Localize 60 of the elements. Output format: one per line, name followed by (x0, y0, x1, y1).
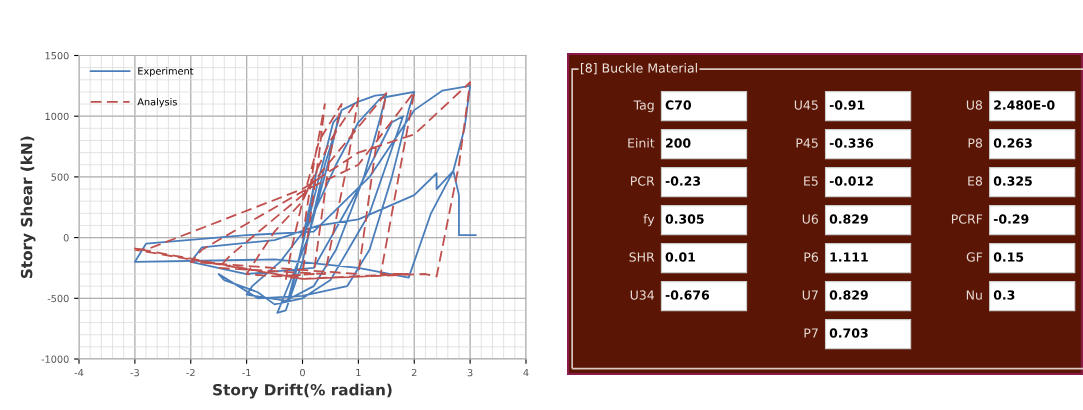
text: 0.263 (993, 138, 1032, 148)
text: 0.325 (993, 176, 1032, 186)
text: -0.91 (829, 100, 865, 110)
category-label: SHR (629, 252, 655, 262)
text: 0.3 (993, 290, 1015, 300)
text: 2.480E-0 (994, 100, 1055, 110)
text: -0.676 (665, 290, 710, 300)
x-tick-label: 3 (467, 368, 473, 377)
text: 0.305 (665, 214, 704, 224)
category-label: P7 (804, 328, 818, 338)
text: [8] Buckle Material (580, 63, 697, 75)
category-label: PCRF (951, 214, 983, 224)
category-label: fy (643, 214, 655, 227)
text: -0.29 (993, 214, 1029, 224)
y-tick-label: 500 (51, 173, 69, 181)
text: -0.336 (829, 138, 874, 148)
text: 200 (666, 138, 691, 148)
x-tick-label: -4 (74, 369, 84, 377)
text: C70 (665, 100, 692, 110)
y-tick-label: -500 (47, 294, 69, 303)
text: 0.01 (665, 252, 696, 262)
x-tick-label: -1 (242, 369, 251, 377)
x-tick-label: 2 (411, 368, 417, 377)
category-label: P6 (804, 252, 819, 262)
category-label: GF (966, 252, 983, 262)
category-label: P8 (968, 138, 983, 148)
text: 0.703 (829, 328, 868, 338)
text: -0.23 (665, 176, 701, 186)
line-series (133, 81, 472, 281)
category-label: P45 (796, 138, 818, 148)
y-tick-label: 1500 (45, 51, 69, 60)
x-axis-title: Story Drift(% radian) (213, 383, 392, 399)
category-label: Einit (628, 138, 655, 148)
category-label: Tag (633, 100, 654, 113)
category-label: E5 (804, 176, 818, 186)
category-label: U34 (630, 290, 655, 300)
y-tick-label: -1000 (41, 355, 69, 363)
line-series (133, 84, 477, 314)
category-label: U6 (802, 214, 819, 224)
category-label: PCR (631, 176, 655, 186)
x-tick-label: 1 (356, 369, 361, 377)
y-tick-label: 1000 (45, 112, 69, 121)
y-axis-title: Story Shear (kN) (20, 136, 36, 279)
category-label: U8 (966, 100, 983, 110)
legend-label: Experiment (138, 67, 194, 77)
text: 1.111 (830, 252, 868, 262)
text: 0.15 (993, 252, 1024, 262)
x-tick-label: 0 (300, 368, 305, 377)
text: -0.012 (829, 176, 873, 186)
text: 0.829 (829, 214, 868, 224)
x-tick-label: -3 (130, 368, 139, 377)
text: 0.829 (829, 290, 868, 300)
x-tick-label: -2 (186, 368, 195, 377)
category-label: E8 (968, 176, 983, 186)
legend-label: Analysis (137, 97, 177, 108)
category-label: U7 (802, 290, 818, 300)
x-tick-label: 4 (523, 369, 529, 377)
y-tick-label: 0 (63, 234, 69, 242)
category-label: Nu (966, 290, 982, 300)
category-label: U45 (794, 100, 818, 110)
